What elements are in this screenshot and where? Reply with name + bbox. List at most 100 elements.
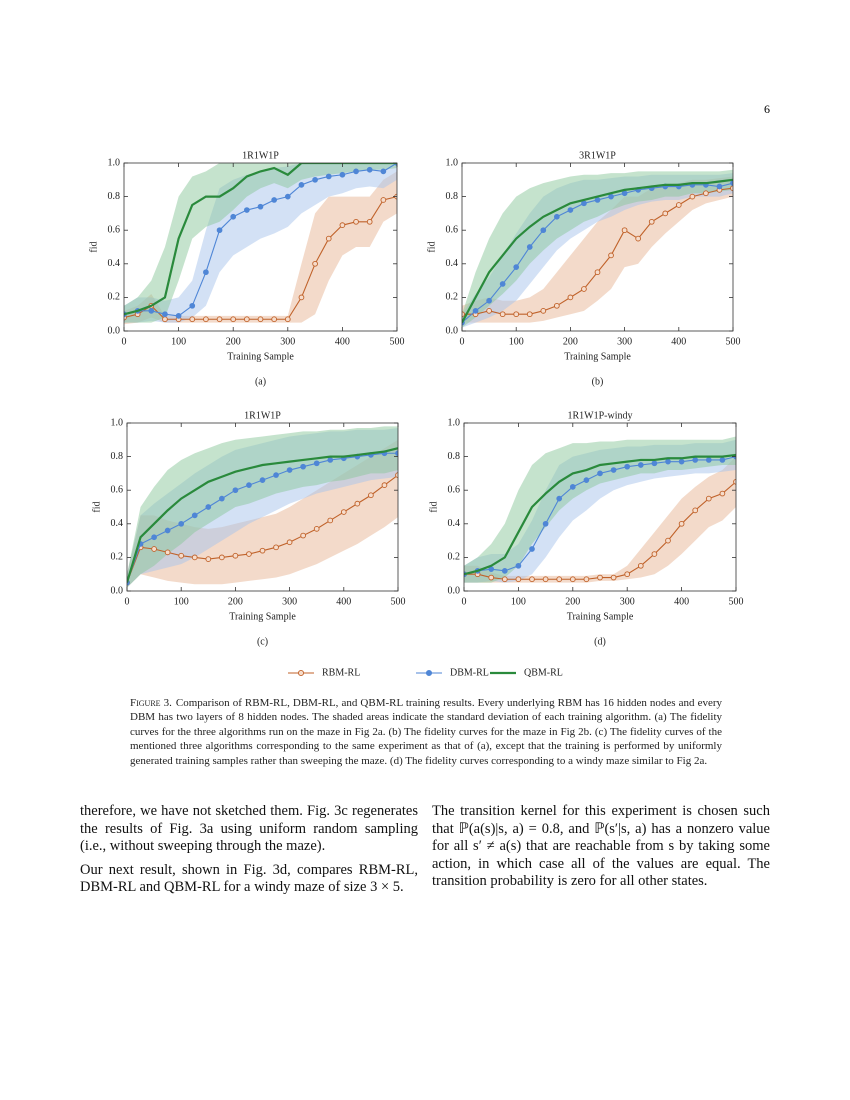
data-point (583, 576, 590, 583)
data-point (395, 450, 398, 457)
x-tick-label: 0 (125, 596, 130, 607)
data-point (259, 477, 266, 483)
axes-frame (123, 162, 398, 332)
data-point (381, 482, 388, 489)
caption-label: Figure 3. (130, 697, 172, 709)
y-tick-label: 0.4 (446, 258, 459, 269)
std-band (124, 163, 397, 323)
y-tick-label: 1.0 (446, 157, 459, 168)
data-point (486, 297, 492, 304)
data-point (705, 457, 712, 463)
caption: Figure 3. Comparison of RBM-RL, DBM-RL, a… (130, 696, 722, 768)
data-point (327, 457, 334, 463)
data-point (380, 197, 387, 203)
data-point (395, 472, 398, 478)
data-point (151, 534, 157, 541)
data-point (366, 218, 373, 225)
data-point (244, 207, 250, 213)
panel-label: (b) (592, 376, 604, 387)
series-line (462, 178, 733, 324)
data-point (353, 168, 359, 175)
data-point (368, 492, 374, 499)
data-point (637, 462, 644, 468)
x-tick-label: 300 (620, 596, 635, 607)
std-band (124, 171, 397, 325)
y-tick-label: 0.0 (111, 585, 124, 596)
data-point (635, 235, 642, 242)
x-tick-label: 0 (462, 596, 467, 607)
data-point (716, 183, 723, 190)
x-tick-label: 500 (726, 336, 741, 347)
data-point (216, 316, 223, 323)
data-point (162, 316, 168, 323)
data-point (271, 316, 278, 323)
y-tick-label: 0.0 (108, 325, 121, 336)
y-tick-label: 0.6 (446, 224, 459, 235)
data-point (273, 544, 279, 551)
x-tick-label: 300 (282, 596, 297, 607)
std-band (124, 163, 397, 323)
x-tick-label: 300 (617, 336, 632, 347)
y-tick-label: 0.2 (111, 552, 124, 563)
y-axis-label: fid (426, 241, 437, 252)
data-point (271, 197, 278, 203)
data-point (529, 576, 535, 583)
data-point (205, 504, 212, 510)
data-point (175, 313, 182, 319)
data-point (325, 235, 332, 242)
x-axis-label: Training Sample (567, 611, 634, 622)
std-band (462, 169, 733, 328)
y-axis-label: fid (428, 501, 439, 512)
data-point (499, 311, 506, 318)
data-point (608, 193, 614, 200)
data-point (178, 520, 185, 527)
x-tick-label: 400 (336, 596, 351, 607)
data-point (567, 294, 574, 301)
data-point (162, 311, 168, 318)
chart: 0 100 200 300 400 500 0.0 0.2 0.4 0.6 0.8 1.0 1R1W1P… (428, 410, 743, 647)
data-point (665, 537, 671, 544)
data-point (719, 490, 726, 497)
data-point (313, 525, 320, 532)
data-point (529, 546, 535, 552)
data-point (230, 316, 237, 323)
data-point (472, 307, 479, 314)
chart-title: 1R1W1P (242, 150, 279, 161)
y-tick-label: 0.0 (448, 585, 461, 596)
data-point (191, 512, 198, 519)
paragraph: therefore, we have not sketched them. Fi… (80, 803, 418, 855)
axes-frame (463, 422, 737, 592)
data-point (610, 574, 617, 581)
data-point (624, 571, 631, 578)
data-point (692, 507, 699, 514)
data-point (216, 227, 223, 234)
data-point (692, 457, 699, 463)
x-tick-label: 300 (280, 336, 295, 347)
data-point (205, 556, 212, 562)
text-column: The transition kernel for this experimen… (432, 803, 770, 897)
data-point (298, 181, 305, 188)
chart: 0 100 200 300 400 500 0.0 0.2 0.4 0.6 0.8 1.0 1R1W1P… (91, 410, 405, 647)
data-point (678, 458, 685, 465)
data-point (259, 547, 266, 554)
x-tick-label: 0 (460, 336, 465, 347)
data-point (164, 527, 171, 534)
data-point (569, 483, 576, 490)
data-point (540, 307, 547, 314)
x-tick-label: 400 (674, 596, 689, 607)
data-point (689, 193, 696, 200)
axes-frame (461, 162, 734, 332)
x-tick-label: 500 (390, 336, 405, 347)
page-number: 6 (764, 102, 770, 116)
data-point (486, 307, 492, 314)
data-point (380, 168, 387, 175)
data-point (526, 311, 533, 318)
data-point (298, 294, 305, 301)
data-point (312, 260, 318, 267)
y-tick-label: 0.0 (446, 325, 459, 336)
plot (124, 163, 397, 325)
data-point (513, 264, 520, 271)
data-point (246, 551, 252, 557)
data-point (257, 203, 264, 210)
